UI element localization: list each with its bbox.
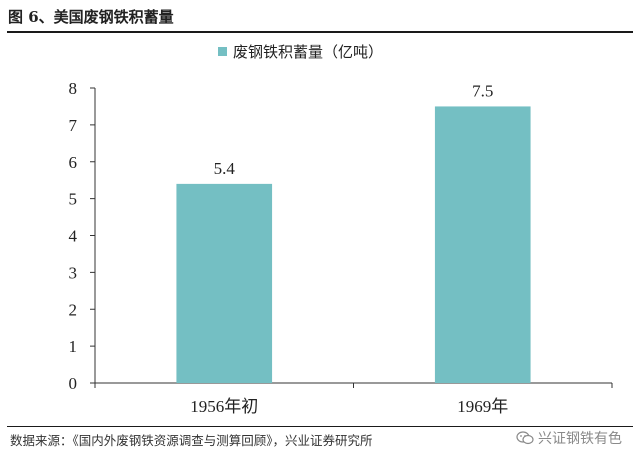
y-axis: 0 1 2 3 4 5 6 7 8	[69, 79, 96, 393]
x-tick-label: 1956年初	[190, 397, 258, 416]
watermark: 兴证钢铁有色	[516, 428, 622, 448]
source-note: 数据来源：《国内外废钢铁资源调查与测算回顾》，兴业证券研究所	[10, 433, 373, 448]
y-tick-label: 3	[69, 263, 78, 282]
bar	[176, 183, 273, 383]
y-tick-label: 2	[69, 300, 78, 319]
title-rule	[7, 31, 633, 33]
figure-title: 图 6、美国废钢铁积蓄量	[8, 8, 174, 26]
y-tick-label: 1	[69, 337, 78, 356]
bars	[176, 106, 531, 383]
x-axis: 1956年初 1969年	[94, 382, 613, 416]
source-rule	[7, 426, 633, 427]
data-labels: 5.4 7.5	[214, 81, 494, 177]
x-tick-label: 1969年	[457, 397, 508, 416]
watermark-text: 兴证钢铁有色	[538, 431, 622, 447]
data-label: 5.4	[214, 159, 236, 178]
y-tick-label: 8	[69, 79, 78, 98]
legend-label: 废钢铁积蓄量（亿吨）	[233, 43, 383, 61]
y-tick-label: 5	[69, 190, 78, 209]
legend-swatch	[218, 47, 227, 56]
y-tick-label: 0	[69, 374, 78, 393]
y-tick-label: 4	[69, 227, 78, 246]
legend: 废钢铁积蓄量（亿吨）	[218, 43, 383, 61]
y-tick-label: 6	[69, 153, 78, 172]
wechat-icon	[516, 431, 534, 445]
bar	[434, 106, 531, 383]
data-label: 7.5	[472, 81, 493, 100]
y-tick-label: 7	[69, 116, 78, 135]
